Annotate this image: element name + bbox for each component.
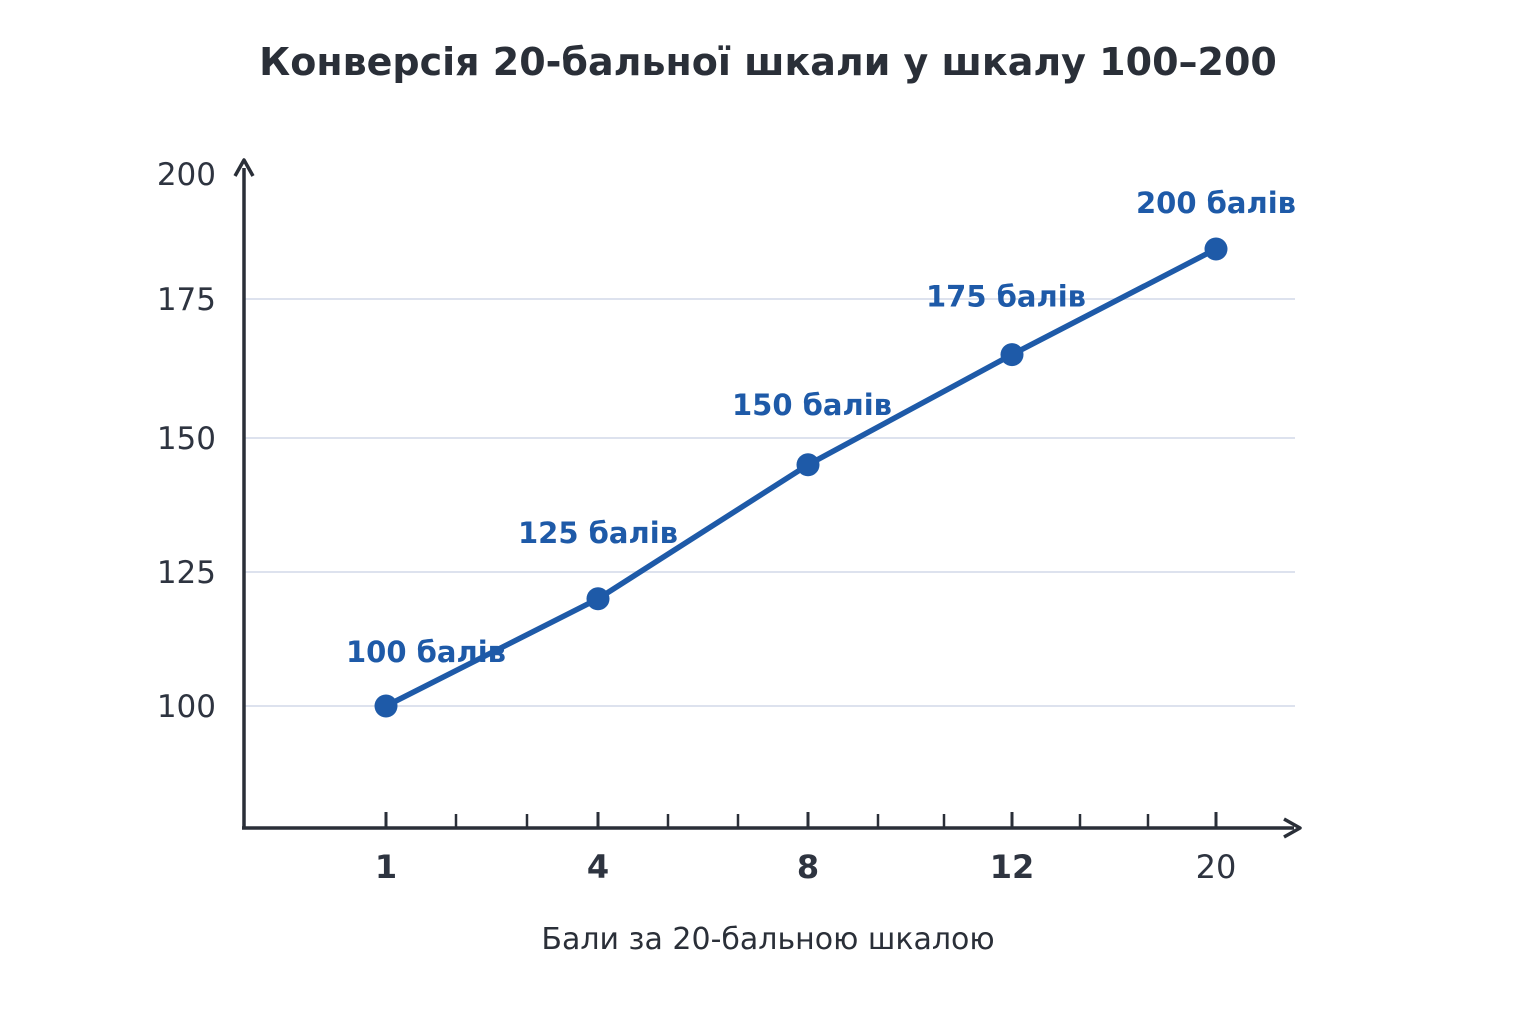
x-axis-label: Бали за 20-бальною шкалою	[541, 922, 995, 957]
y-tick-label: 200	[157, 157, 216, 193]
x-tick-label: 4	[587, 848, 609, 886]
data-label: 200 балів	[1136, 186, 1296, 220]
data-point	[1000, 343, 1024, 367]
data-labels: 100 балів 125 балів 150 балів 175 балів 200 …	[346, 186, 1296, 669]
x-tick-label: 20	[1196, 848, 1237, 886]
data-point	[586, 587, 610, 611]
x-tick-label: 12	[990, 848, 1035, 886]
series-layer	[374, 237, 1228, 718]
axes	[233, 158, 1302, 839]
data-label: 175 балів	[926, 280, 1086, 314]
grid-lines	[244, 298, 1295, 707]
y-tick-label: 150	[157, 421, 216, 457]
series-line	[383, 246, 1219, 709]
y-tick-labels: 100 125 150 175 200	[157, 157, 216, 725]
y-tick-label: 175	[157, 282, 216, 318]
data-label: 125 балів	[518, 516, 678, 550]
data-point	[796, 453, 820, 477]
chart-title: Конверсія 20-бальної шкали у шкалу 100–2…	[259, 40, 1277, 84]
x-tick-labels: 1 4 8 12 20	[375, 848, 1236, 886]
data-label: 150 балів	[732, 388, 892, 422]
x-axis-arrow	[1283, 817, 1302, 839]
y-axis-arrow	[233, 158, 255, 177]
data-label: 100 балів	[346, 635, 506, 669]
x-tick-label: 8	[797, 848, 819, 886]
y-tick-label: 100	[157, 689, 216, 725]
data-point	[374, 694, 398, 718]
y-tick-label: 125	[157, 555, 216, 591]
data-point	[1204, 237, 1228, 261]
x-tick-label: 1	[375, 848, 397, 886]
